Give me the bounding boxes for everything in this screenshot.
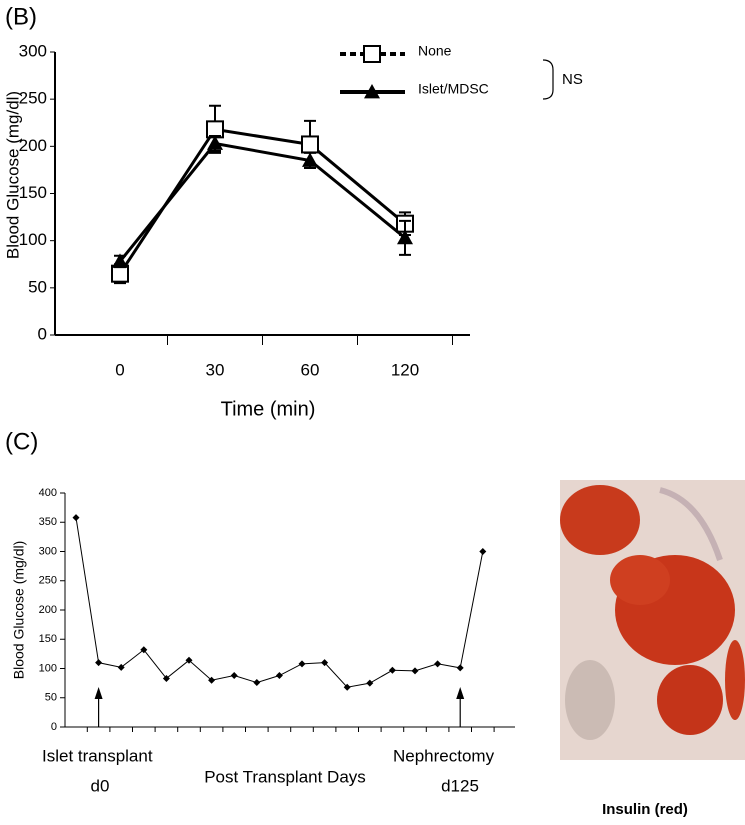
y-tick-label: 150 [19, 183, 47, 202]
marker [434, 660, 442, 668]
annotation: NS [562, 71, 583, 88]
annotation: d0 [91, 776, 110, 795]
y-tick-label: 50 [45, 692, 57, 704]
marker [117, 663, 125, 671]
series-line [118, 141, 406, 263]
x-tick-label: 120 [391, 360, 419, 379]
y-tick-label: 250 [19, 89, 47, 108]
panel-title: (C) [5, 428, 38, 455]
marker [230, 672, 238, 680]
annotation: Islet transplant [42, 746, 153, 765]
arrow-head [456, 687, 465, 699]
marker [456, 664, 464, 672]
legend-label: Islet/MDSC [418, 81, 489, 97]
marker [207, 135, 223, 150]
y-tick-label: 250 [39, 575, 57, 587]
y-tick-label: 200 [39, 604, 57, 616]
marker [112, 253, 128, 268]
x-tick-label: 0 [115, 360, 124, 379]
series-line [75, 517, 484, 688]
y-tick-label: 350 [39, 516, 57, 528]
y-tick-label: 300 [39, 545, 57, 557]
image-caption: Insulin (red) [602, 801, 688, 818]
marker [298, 660, 306, 668]
annotation: Nephrectomy [393, 746, 495, 765]
marker [162, 674, 170, 682]
y-tick-label: 150 [39, 633, 57, 645]
x-tick-label: 60 [301, 360, 320, 379]
marker [364, 84, 380, 99]
marker [321, 659, 329, 667]
y-tick-label: 100 [19, 230, 47, 249]
panel-title: (B) [5, 3, 37, 30]
marker [343, 683, 351, 691]
y-tick-label: 50 [28, 277, 47, 296]
y-tick-label: 400 [39, 487, 57, 499]
y-tick-label: 0 [51, 721, 57, 733]
marker [111, 264, 129, 283]
marker [302, 152, 318, 167]
marker [208, 676, 216, 684]
marker [185, 656, 193, 664]
marker [397, 229, 413, 245]
marker [275, 672, 283, 680]
marker [72, 514, 80, 522]
marker [95, 659, 103, 667]
marker [366, 679, 374, 687]
y-axis-label: Blood Glucose (mg/dl) [3, 91, 22, 259]
y-tick-label: 300 [19, 41, 47, 60]
marker [253, 679, 261, 687]
x-tick-label: 30 [206, 360, 225, 379]
micrograph [560, 480, 745, 760]
x-axis-label: Post Transplant Days [204, 767, 366, 786]
marker [363, 45, 381, 63]
legend-label: None [418, 43, 452, 59]
y-tick-label: 200 [19, 136, 47, 155]
arrow-head [94, 687, 103, 699]
marker [388, 666, 396, 674]
y-axis-label: Blood Glucose (mg/dl) [11, 541, 27, 680]
marker [411, 667, 419, 675]
x-axis-label: Time (min) [221, 398, 316, 420]
bracket [542, 59, 554, 100]
y-tick-label: 0 [38, 324, 47, 343]
annotation: d125 [441, 776, 479, 795]
marker [140, 646, 148, 654]
marker [301, 135, 319, 154]
y-tick-label: 100 [39, 662, 57, 674]
marker [479, 548, 487, 555]
marker [206, 120, 224, 139]
